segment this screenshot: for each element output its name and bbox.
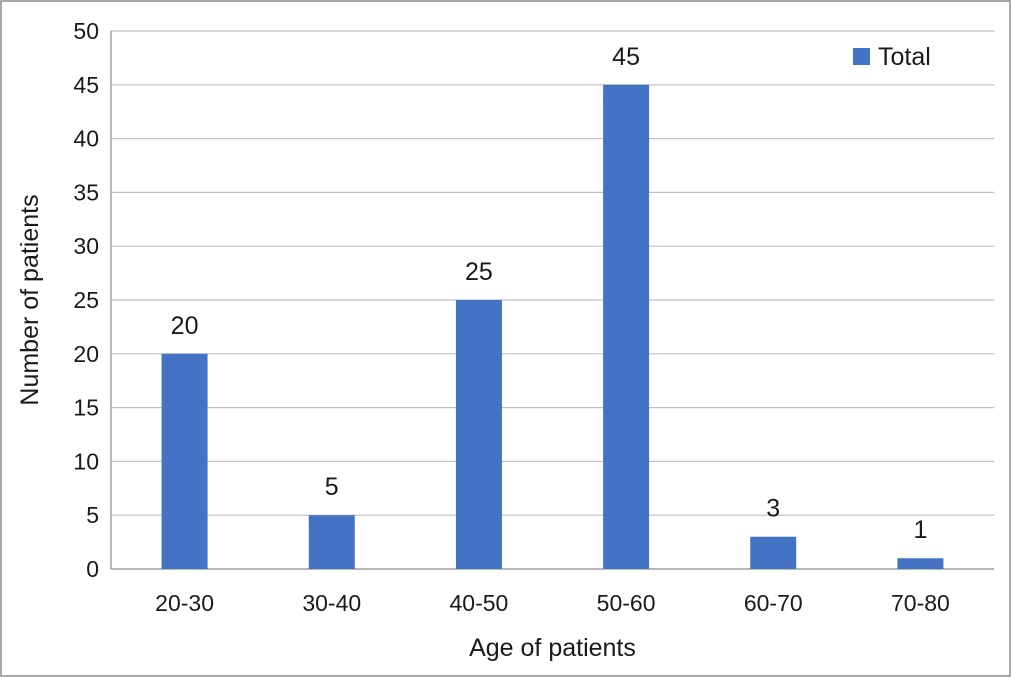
legend-label-total: Total bbox=[878, 43, 931, 71]
data-label-70-80: 1 bbox=[913, 516, 927, 544]
x-tick-label-50-60: 50-60 bbox=[597, 590, 656, 616]
bar-30-40 bbox=[308, 515, 355, 569]
y-axis-title: Number of patients bbox=[16, 194, 44, 405]
y-tick-label-10: 10 bbox=[73, 448, 99, 474]
bar-60-70 bbox=[750, 536, 797, 569]
y-tick-label-25: 25 bbox=[73, 287, 99, 313]
y-tick-label-5: 5 bbox=[86, 502, 99, 528]
legend: Total bbox=[853, 43, 931, 71]
y-tick-label-35: 35 bbox=[73, 179, 99, 205]
x-tick-label-30-40: 30-40 bbox=[302, 590, 361, 616]
bar-50-60 bbox=[603, 84, 650, 570]
data-labels: 20 5 25 45 3 1 bbox=[171, 43, 928, 544]
y-tick-label-30: 30 bbox=[73, 233, 99, 259]
y-tick-label-0: 0 bbox=[86, 556, 99, 582]
x-tick-label-60-70: 60-70 bbox=[744, 590, 803, 616]
bar-70-80 bbox=[897, 558, 944, 569]
y-tick-label-15: 15 bbox=[73, 395, 99, 421]
data-label-50-60: 45 bbox=[612, 43, 640, 71]
bars bbox=[161, 84, 944, 570]
data-label-40-50: 25 bbox=[465, 258, 493, 286]
legend-swatch bbox=[853, 48, 870, 65]
grid-lines bbox=[111, 30, 994, 570]
x-axis-title: Age of patients bbox=[469, 634, 636, 662]
bar-40-50 bbox=[455, 300, 502, 569]
x-tick-label-70-80: 70-80 bbox=[891, 590, 950, 616]
y-tick-label-40: 40 bbox=[73, 126, 99, 152]
x-tick-label-20-30: 20-30 bbox=[155, 590, 214, 616]
y-tick-label-45: 45 bbox=[73, 72, 99, 98]
y-axis-ticks: 0 5 10 15 20 25 30 35 40 45 50 bbox=[73, 18, 99, 582]
y-tick-label-50: 50 bbox=[73, 18, 99, 44]
data-label-20-30: 20 bbox=[171, 312, 199, 340]
x-tick-label-40-50: 40-50 bbox=[450, 590, 509, 616]
bar-20-30 bbox=[161, 353, 208, 569]
y-tick-label-20: 20 bbox=[73, 341, 99, 367]
x-axis-ticks: 20-30 30-40 40-50 50-60 60-70 70-80 bbox=[155, 590, 950, 616]
data-label-30-40: 5 bbox=[325, 473, 339, 501]
data-label-60-70: 3 bbox=[766, 495, 780, 523]
